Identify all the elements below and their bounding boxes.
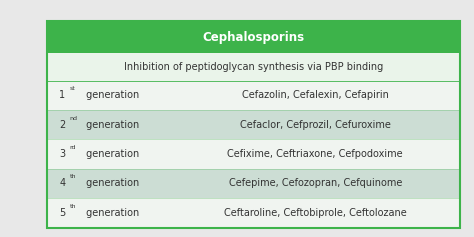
Bar xyxy=(47,110,460,139)
Bar xyxy=(47,139,460,169)
Text: st: st xyxy=(70,86,75,91)
Text: 5: 5 xyxy=(59,208,65,218)
Text: th: th xyxy=(70,204,76,209)
Text: generation: generation xyxy=(83,120,139,130)
Text: Cephalosporins: Cephalosporins xyxy=(202,31,305,44)
Bar xyxy=(47,169,460,198)
Text: Cefixime, Ceftriaxone, Cefpodoxime: Cefixime, Ceftriaxone, Cefpodoxime xyxy=(228,149,403,159)
Text: generation: generation xyxy=(83,149,139,159)
Text: rd: rd xyxy=(70,145,76,150)
Text: 3: 3 xyxy=(59,149,65,159)
Text: Cefepime, Cefozopran, Cefquinome: Cefepime, Cefozopran, Cefquinome xyxy=(228,178,402,188)
Text: Cefazolin, Cefalexin, Cefapirin: Cefazolin, Cefalexin, Cefapirin xyxy=(242,90,389,100)
Bar xyxy=(47,53,460,81)
Text: generation: generation xyxy=(83,90,139,100)
Text: 1: 1 xyxy=(59,90,65,100)
Bar xyxy=(47,81,460,110)
Text: Cefaclor, Cefprozil, Cefuroxime: Cefaclor, Cefprozil, Cefuroxime xyxy=(240,120,391,130)
Text: 4: 4 xyxy=(59,178,65,188)
Bar xyxy=(47,198,460,228)
Text: generation: generation xyxy=(83,178,139,188)
Text: Ceftaroline, Ceftobiprole, Ceftolozane: Ceftaroline, Ceftobiprole, Ceftolozane xyxy=(224,208,407,218)
Bar xyxy=(47,21,460,228)
Text: 2: 2 xyxy=(59,120,65,130)
Text: th: th xyxy=(70,174,76,179)
Text: generation: generation xyxy=(83,208,139,218)
Text: nd: nd xyxy=(70,116,78,121)
Text: Inhibition of peptidoglycan synthesis via PBP binding: Inhibition of peptidoglycan synthesis vi… xyxy=(124,62,383,72)
Bar xyxy=(47,21,460,53)
